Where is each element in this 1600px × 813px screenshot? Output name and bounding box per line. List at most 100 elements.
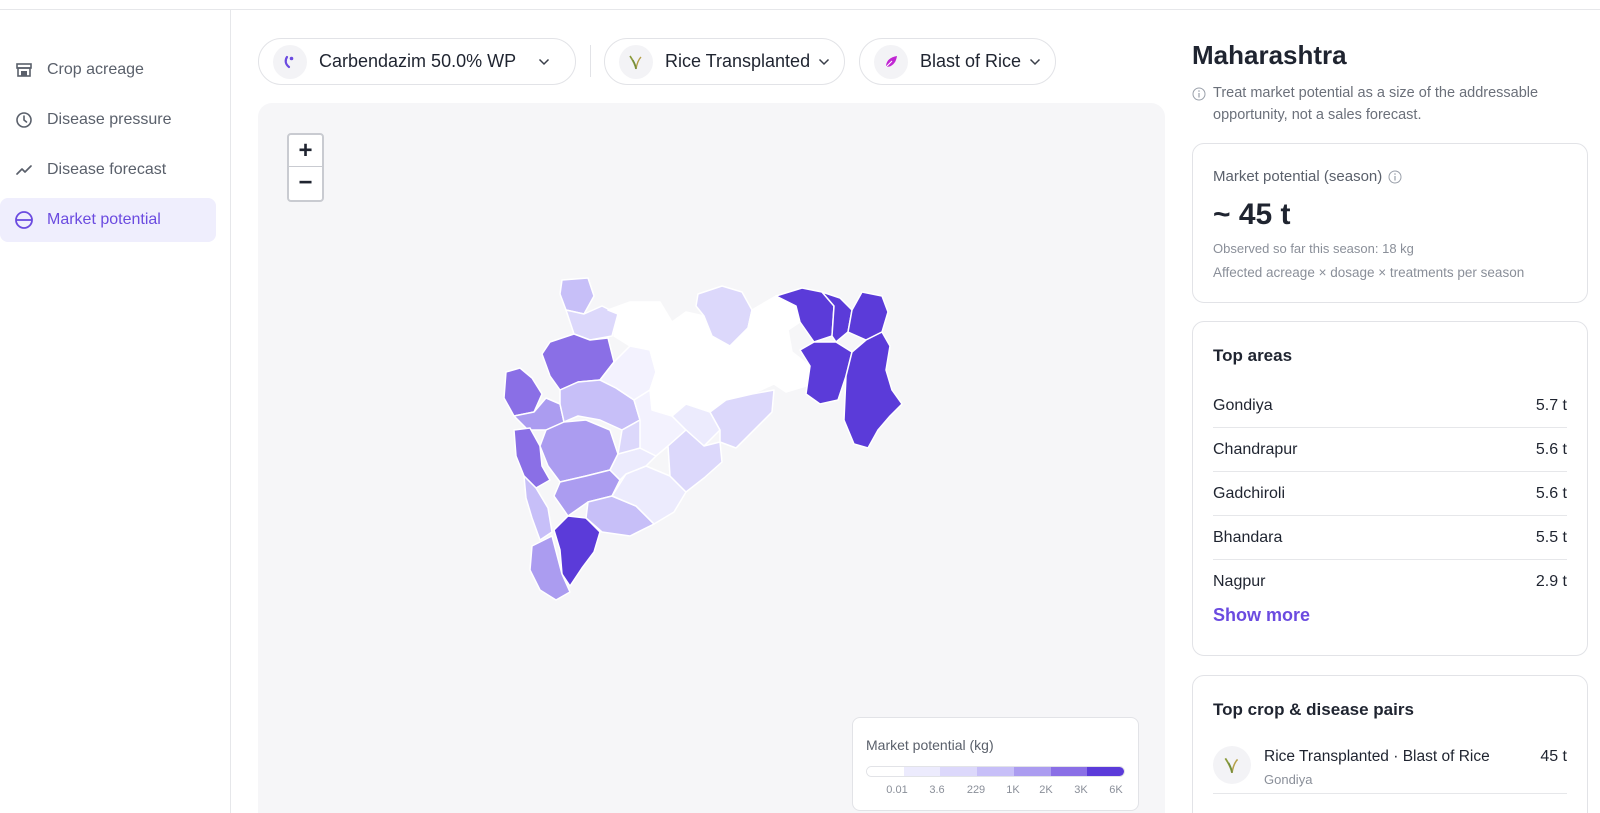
map-district[interactable] xyxy=(529,535,571,601)
sidebar-item-market-potential[interactable]: Market potential xyxy=(0,198,216,242)
area-name: Gondiya xyxy=(1213,396,1273,414)
legend-tick: 0.01 xyxy=(886,784,908,796)
region-title: Maharashtra xyxy=(1192,40,1347,70)
map-district[interactable] xyxy=(771,351,811,393)
map-district[interactable] xyxy=(821,291,853,343)
map-district[interactable] xyxy=(799,341,853,405)
pair-name: Rice Transplanted · Blast of Rice xyxy=(1264,748,1490,765)
info-icon[interactable] xyxy=(1388,170,1402,184)
product-select-value: Carbendazim 50.0% WP xyxy=(319,51,517,71)
legend-swatch xyxy=(940,767,978,776)
legend-swatch xyxy=(1050,767,1088,776)
trend-line-icon xyxy=(14,160,34,180)
sidebar: Crop acreage Disease pressure Disease fo… xyxy=(0,10,231,813)
list-item[interactable]: Rice Transplanted · Blast of Rice 45 t G… xyxy=(1213,742,1567,794)
crop-select-value: Rice Transplanted xyxy=(665,51,811,71)
area-value: 2.9 t xyxy=(1535,573,1567,590)
area-value: 5.6 t xyxy=(1535,484,1567,502)
map-district[interactable] xyxy=(523,475,553,541)
map-district[interactable] xyxy=(709,389,775,449)
map-district[interactable] xyxy=(843,331,903,449)
legend-swatch xyxy=(1013,767,1051,776)
sidebar-item-crop-acreage[interactable]: Crop acreage xyxy=(0,48,216,92)
show-more-link[interactable]: Show more xyxy=(1213,605,1311,625)
region-note-text: Treat market potential as a size of the … xyxy=(1213,85,1539,123)
map-district[interactable] xyxy=(513,427,551,489)
market-potential-label: Market potential (season) xyxy=(1213,168,1402,185)
zoom-in-button[interactable]: + xyxy=(289,135,322,167)
chevron-down-icon xyxy=(1029,58,1041,66)
top-areas-card: Top areas Gondiya 5.7 t Chandrapur 5.6 t… xyxy=(1192,321,1588,656)
top-pairs-card: Top crop & disease pairs Rice Transplant… xyxy=(1192,675,1588,813)
legend-tick: 2K xyxy=(1039,784,1053,796)
area-name: Chandrapur xyxy=(1213,440,1298,458)
legend-title: Market potential (kg) xyxy=(866,737,994,753)
legend-tick: 3K xyxy=(1074,784,1088,796)
legend-swatch xyxy=(903,767,941,776)
sidebar-item-label: Disease pressure xyxy=(47,111,172,128)
area-value: 5.6 t xyxy=(1535,440,1567,458)
product-select[interactable]: Carbendazim 50.0% WP xyxy=(258,38,576,85)
area-value: 5.5 t xyxy=(1535,528,1567,546)
table-row[interactable]: Bhandara 5.5 t xyxy=(1213,516,1567,560)
table-row[interactable]: Gadchiroli 5.6 t xyxy=(1213,472,1567,516)
map-district[interactable] xyxy=(565,305,619,341)
zoom-control: + − xyxy=(287,133,324,202)
choropleth-map[interactable] xyxy=(490,270,930,620)
top-areas-title: Top areas xyxy=(1213,346,1293,365)
legend-swatch xyxy=(1087,767,1124,776)
product-icon xyxy=(273,44,307,79)
sidebar-item-label: Disease forecast xyxy=(47,161,167,178)
chevron-down-icon xyxy=(538,58,550,66)
map-district[interactable] xyxy=(553,515,601,587)
map-district[interactable] xyxy=(559,277,595,315)
area-name: Nagpur xyxy=(1213,573,1266,590)
table-row[interactable]: Nagpur 2.9 t xyxy=(1213,560,1567,604)
crop-select[interactable]: Rice Transplanted xyxy=(604,38,845,85)
top-border xyxy=(0,0,1600,10)
map-district[interactable] xyxy=(717,357,775,401)
region-note: Treat market potential as a size of the … xyxy=(1192,82,1592,126)
top-pairs-title: Top crop & disease pairs xyxy=(1213,700,1414,719)
market-potential-label-text: Market potential (season) xyxy=(1213,168,1383,185)
filter-divider xyxy=(590,45,591,77)
observed-so-far: Observed so far this season: 18 kg xyxy=(1213,241,1414,256)
pair-area: Gondiya xyxy=(1264,772,1313,787)
sidebar-item-label: Crop acreage xyxy=(47,61,144,78)
map-district[interactable] xyxy=(667,429,723,493)
market-potential-card: Market potential (season) ~ 45 t Observe… xyxy=(1192,143,1588,303)
pair-value: 45 t xyxy=(1540,748,1567,765)
chevron-down-icon xyxy=(818,58,830,66)
map-district[interactable] xyxy=(503,367,543,417)
legend-tick: 229 xyxy=(966,784,986,796)
table-row[interactable]: Gondiya 5.7 t xyxy=(1213,384,1567,428)
rice-plant-icon xyxy=(619,44,653,79)
circle-divided-icon xyxy=(14,210,34,230)
leaf-icon xyxy=(874,44,908,79)
market-potential-value: ~ 45 t xyxy=(1213,198,1291,231)
sidebar-item-disease-pressure[interactable]: Disease pressure xyxy=(0,98,216,142)
sidebar-item-label: Market potential xyxy=(47,211,161,228)
legend-tick: 3.6 xyxy=(929,784,945,796)
rice-plant-icon xyxy=(1213,746,1251,784)
sidebar-item-disease-forecast[interactable]: Disease forecast xyxy=(0,148,216,192)
legend-tick: 6K xyxy=(1109,784,1123,796)
legend-tick: 1K xyxy=(1006,784,1020,796)
store-icon xyxy=(14,60,34,80)
map-district[interactable] xyxy=(847,291,889,341)
zoom-out-button[interactable]: − xyxy=(298,169,313,196)
disease-select-value: Blast of Rice xyxy=(920,51,1022,71)
area-name: Gadchiroli xyxy=(1213,484,1286,502)
market-potential-formula: Affected acreage × dosage × treatments p… xyxy=(1213,265,1525,280)
map-legend: Market potential (kg) 0.01 3.6 229 1K 2K… xyxy=(852,717,1139,811)
legend-ticks: 0.01 3.6 229 1K 2K 3K 6K xyxy=(866,784,1125,798)
legend-swatch xyxy=(977,767,1014,776)
legend-swatch xyxy=(867,767,904,776)
disease-select[interactable]: Blast of Rice xyxy=(859,38,1056,85)
clock-icon xyxy=(14,110,34,130)
legend-color-scale xyxy=(866,766,1125,777)
table-row[interactable]: Chandrapur 5.6 t xyxy=(1213,428,1567,472)
info-icon xyxy=(1192,86,1206,108)
area-value: 5.7 t xyxy=(1535,396,1567,414)
area-name: Bhandara xyxy=(1213,528,1283,546)
